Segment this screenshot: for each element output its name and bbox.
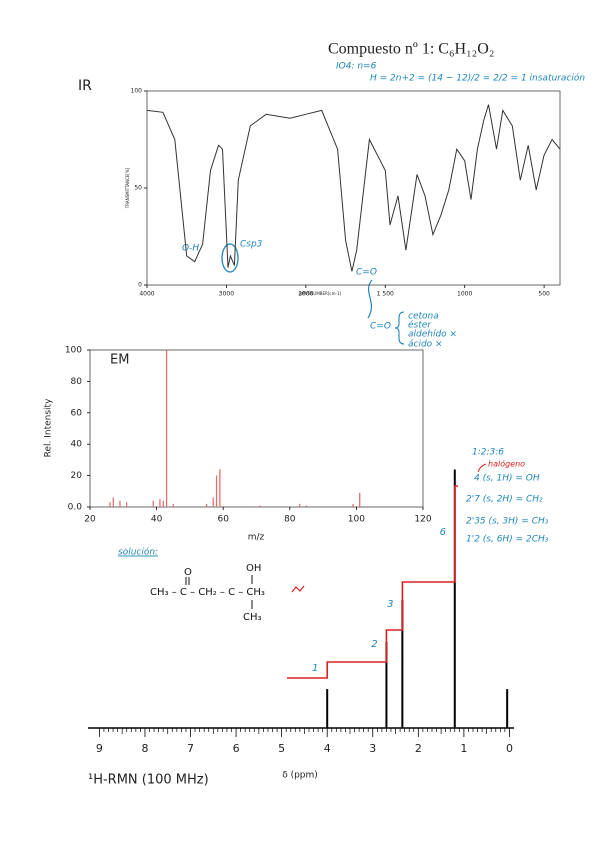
y-tick-label: 50 bbox=[134, 185, 142, 192]
chain: CH₃ – C – CH₂ – C – CH₃ bbox=[150, 587, 265, 598]
ir-note: C=O bbox=[370, 322, 391, 332]
x-tick-label: 60 bbox=[217, 515, 229, 525]
circle-mark bbox=[221, 243, 239, 273]
nmr-assignment: 4 (s, 1H) = OH bbox=[474, 474, 540, 484]
x-tick-label: 2000 bbox=[298, 291, 313, 298]
nmr-note: halógeno bbox=[488, 459, 525, 469]
y-tick-label: 0 bbox=[138, 282, 142, 289]
y-axis-label: Rel. Intensity bbox=[44, 398, 54, 457]
x-axis-label: WAVENUMBER[cm-1] bbox=[299, 291, 342, 296]
spectrum-line bbox=[146, 104, 561, 272]
arrow bbox=[477, 463, 487, 473]
x-tick-label: 80 bbox=[284, 515, 296, 525]
ir-note: H = 2n+2 = (14 − 12)/2 = 2/2 = 1 insatur… bbox=[370, 73, 585, 84]
x-tick-label: 40 bbox=[151, 515, 163, 525]
y-tick-label: 20 bbox=[71, 471, 83, 481]
arrow bbox=[367, 279, 373, 319]
y-tick-label: 0.0 bbox=[68, 503, 83, 513]
x-tick-label: 0 bbox=[506, 742, 513, 755]
nmr-assignment: 2'35 (s, 3H) = CH₃ bbox=[466, 517, 549, 527]
y-tick-label: 100 bbox=[65, 346, 82, 356]
y-tick-label: 40 bbox=[71, 440, 83, 450]
ir-option: éster bbox=[408, 320, 432, 331]
chart-label: EM bbox=[110, 353, 129, 368]
hydroxyl: OH bbox=[246, 563, 261, 574]
x-tick-label: 20 bbox=[84, 515, 96, 525]
integration-label: 6 bbox=[440, 527, 446, 538]
x-tick-label: 500 bbox=[538, 291, 550, 298]
x-tick-label: 8 bbox=[141, 742, 148, 755]
x-tick-label: 3000 bbox=[219, 291, 234, 298]
x-tick-label: 1000 bbox=[457, 291, 472, 298]
check bbox=[291, 585, 305, 593]
x-tick-label: 1 bbox=[460, 742, 467, 755]
nmr-assignment: 2'7 (s, 2H) = CH₂ bbox=[466, 495, 543, 505]
integration-label: 2 bbox=[371, 639, 377, 650]
solution-label: solución: bbox=[118, 547, 158, 558]
nmr-note: 1:2:3:6 bbox=[472, 448, 504, 458]
brace bbox=[394, 311, 405, 345]
carbonyl: O bbox=[184, 567, 192, 578]
x-tick-label: 7 bbox=[187, 742, 194, 755]
ir-note: Csp3 bbox=[240, 240, 263, 250]
y-tick-label: 100 bbox=[131, 88, 143, 95]
ir-option: ácido × bbox=[408, 340, 443, 350]
title: Compuesto nº 1: C₆H₁₂O₂ bbox=[328, 41, 494, 58]
x-tick-label: 3 bbox=[369, 742, 376, 755]
x-tick-label: 2 bbox=[415, 742, 422, 755]
x-tick-label: 4000 bbox=[139, 291, 154, 298]
ir-note: IO4: n=6 bbox=[336, 62, 377, 72]
x-tick-label: 100 bbox=[348, 515, 365, 525]
x-tick-label: 120 bbox=[414, 515, 431, 525]
x-tick-label: 1 500 bbox=[377, 291, 394, 298]
integration-label: 1 bbox=[312, 663, 318, 674]
ir-option: cetona bbox=[408, 312, 439, 322]
x-axis-label: m/z bbox=[248, 533, 265, 543]
x-tick-label: 4 bbox=[324, 742, 331, 755]
integration-label: 3 bbox=[387, 599, 393, 610]
x-tick-label: 9 bbox=[96, 742, 103, 755]
chart-label: IR bbox=[78, 78, 92, 94]
nmr-assignment: 1'2 (s, 6H) = 2CH₃ bbox=[466, 535, 549, 545]
y-tick-label: 80 bbox=[71, 377, 83, 387]
x-axis-label: δ (ppm) bbox=[282, 771, 318, 781]
plot-frame bbox=[89, 349, 424, 508]
methyl: CH₃ bbox=[243, 612, 262, 623]
y-tick-label: 60 bbox=[71, 408, 83, 418]
x-tick-label: 6 bbox=[233, 742, 240, 755]
x-tick-label: 5 bbox=[278, 742, 285, 755]
ir-option: aldehído × bbox=[408, 330, 457, 340]
ir-note: O-H bbox=[182, 244, 199, 254]
y-axis-label: TRANSMITTANCE[%] bbox=[125, 167, 130, 209]
chart-label: ¹H-RMN (100 MHz) bbox=[88, 773, 209, 788]
ir-note: C=O bbox=[356, 268, 377, 278]
integration-curve bbox=[287, 485, 458, 679]
